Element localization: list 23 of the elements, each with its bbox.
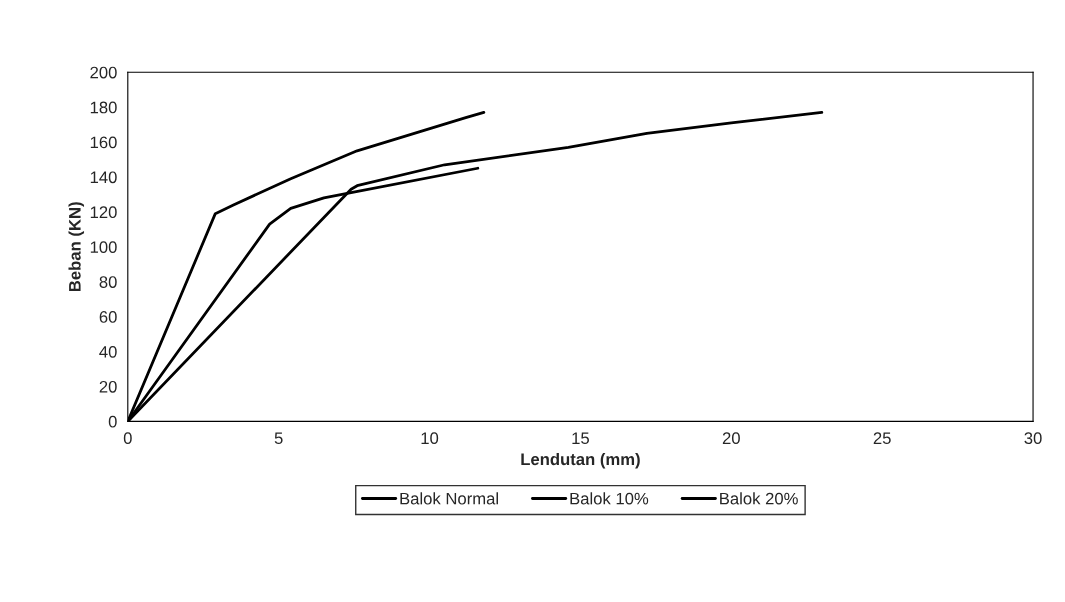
- y-tick-label: 60: [99, 311, 117, 323]
- legend-label: Balok 20%: [720, 492, 798, 505]
- y-tick-label: 120: [90, 206, 117, 219]
- y-tick-label: 180: [90, 101, 117, 114]
- y-axis-title: Beban (KN): [68, 202, 85, 292]
- legend-label: Balok 10%: [570, 492, 649, 505]
- x-tick-label: 10: [421, 432, 439, 445]
- x-tick-label: 15: [572, 432, 589, 445]
- x-axis-title: Lendutan (mm): [521, 452, 640, 469]
- y-tick-label: 200: [90, 66, 117, 79]
- y-tick-label: 40: [99, 345, 117, 358]
- x-tick-label: 30: [1024, 432, 1042, 445]
- y-tick-label: 100: [90, 241, 117, 254]
- y-tick-label: 140: [90, 171, 117, 184]
- y-tick-label: 160: [90, 136, 117, 149]
- y-tick-label: 20: [99, 380, 117, 393]
- legend-label: Balok Normal: [400, 492, 498, 505]
- y-tick-label: 80: [99, 276, 117, 288]
- y-tick-label: 0: [108, 415, 117, 428]
- x-tick-label: 20: [722, 432, 740, 445]
- x-tick-label: 0: [123, 432, 132, 445]
- x-tick-label: 5: [274, 432, 283, 445]
- x-tick-label: 25: [873, 432, 891, 445]
